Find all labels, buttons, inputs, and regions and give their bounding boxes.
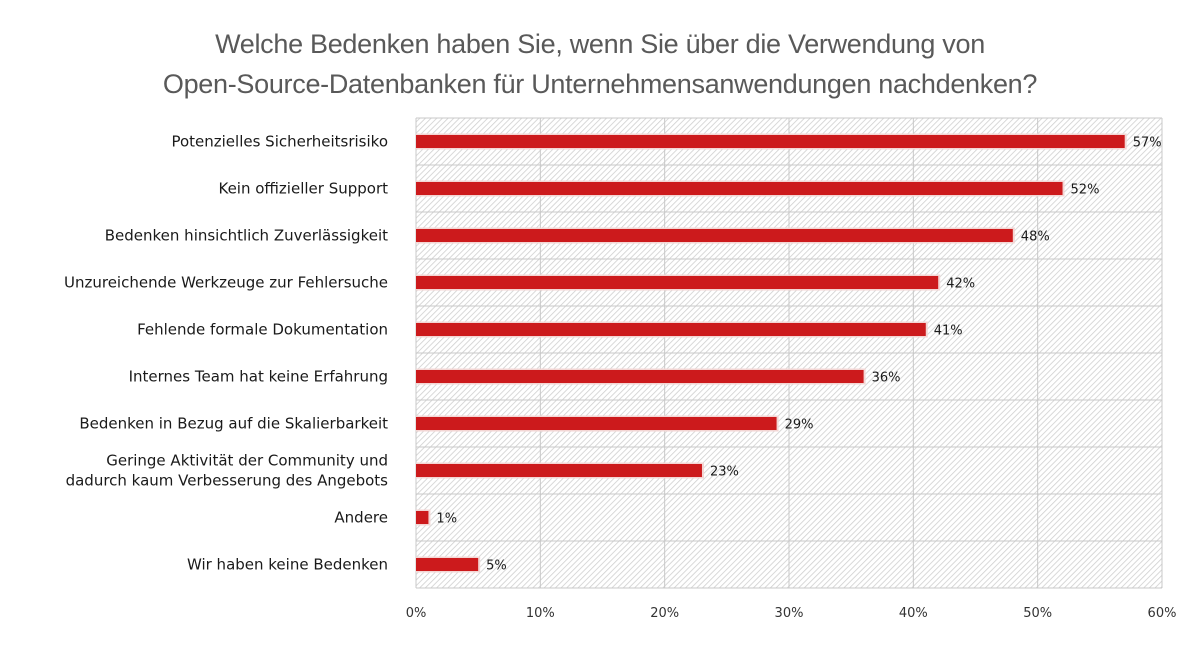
bar — [416, 229, 1013, 242]
chart-title: Welche Bedenken haben Sie, wenn Sie über… — [0, 24, 1200, 104]
value-label: 29% — [785, 418, 814, 433]
category-label: dadurch kaum Verbesserung des Angebots — [66, 472, 389, 490]
x-tick-label: 60% — [1148, 606, 1177, 621]
bar — [416, 182, 1063, 195]
bar — [416, 276, 939, 289]
x-tick-label: 0% — [406, 606, 427, 621]
category-label: Potenzielles Sicherheitsrisiko — [171, 133, 388, 151]
category-label: Bedenken in Bezug auf die Skalierbarkeit — [79, 415, 388, 433]
x-axis-tick-labels: 0% 10% 20% 30% 40% 50% 60% — [406, 606, 1177, 621]
bar — [416, 558, 479, 571]
category-label: Internes Team hat keine Erfahrung — [129, 368, 388, 386]
x-tick-label: 20% — [650, 606, 679, 621]
category-label: Andere — [334, 509, 388, 527]
category-label: Unzureichende Werkzeuge zur Fehlersuche — [64, 274, 388, 292]
value-label: 48% — [1021, 230, 1050, 245]
value-label: 41% — [934, 324, 963, 339]
category-label: Fehlende formale Dokumentation — [137, 321, 388, 339]
value-label: 57% — [1133, 136, 1162, 151]
value-label: 36% — [872, 371, 901, 386]
value-label: 42% — [946, 277, 975, 292]
bar — [416, 511, 429, 524]
chart-title-line-1: Welche Bedenken haben Sie, wenn Sie über… — [215, 29, 985, 59]
bar — [416, 370, 864, 383]
value-label: 5% — [486, 559, 507, 574]
x-tick-label: 10% — [526, 606, 555, 621]
category-label: Bedenken hinsichtlich Zuverlässigkeit — [105, 227, 388, 245]
x-tick-label: 50% — [1023, 606, 1052, 621]
x-tick-label: 40% — [899, 606, 928, 621]
bars — [416, 133, 1127, 573]
value-label: 1% — [436, 512, 457, 527]
x-tick-label: 30% — [775, 606, 804, 621]
bar — [416, 464, 702, 477]
value-label: 52% — [1071, 183, 1100, 198]
gridlines — [415, 117, 1163, 589]
category-labels: Potenzielles Sicherheitsrisiko Kein offiz… — [64, 133, 388, 574]
category-label: Geringe Aktivität der Community und — [106, 452, 388, 470]
value-labels: 57% 52% 48% 42% 41% 36% 29% 23% 1% 5% — [436, 136, 1161, 574]
category-label: Wir haben keine Bedenken — [187, 556, 388, 574]
chart-title-line-2: Open-Source-Datenbanken für Unternehmens… — [162, 69, 1038, 99]
value-label: 23% — [710, 465, 739, 480]
bar — [416, 135, 1125, 148]
category-label: Kein offizieller Support — [218, 180, 388, 198]
bar — [416, 323, 926, 336]
bar — [416, 417, 777, 430]
